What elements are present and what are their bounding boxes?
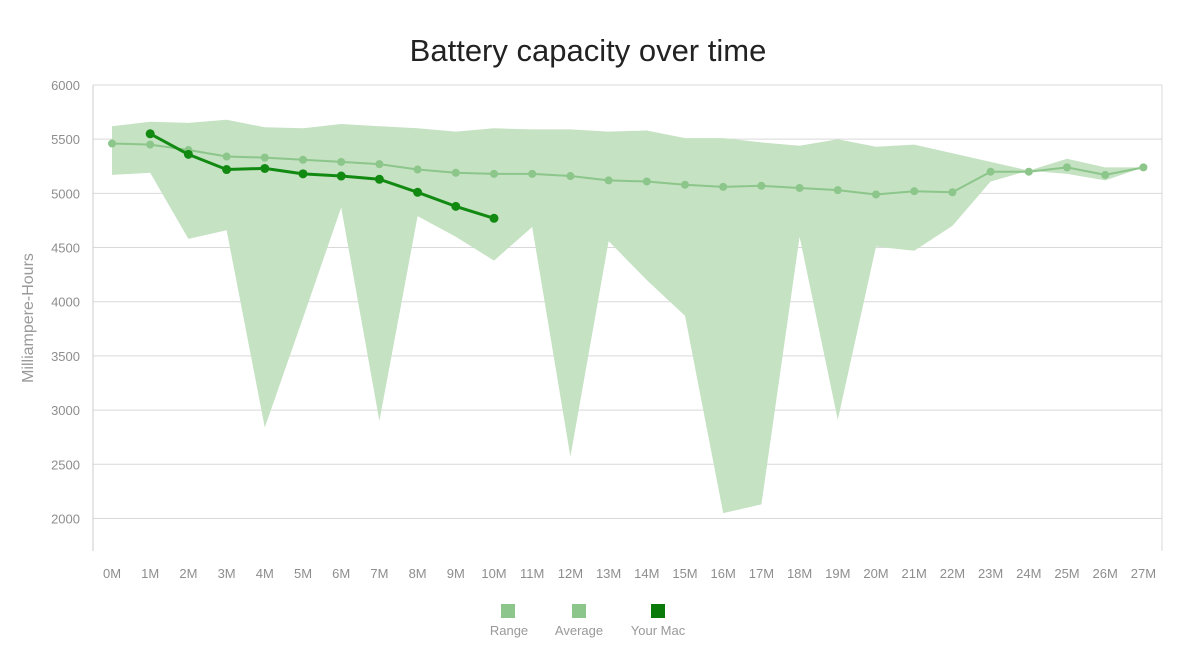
x-tick-1M: 1M <box>141 566 159 581</box>
x-tick-5M: 5M <box>294 566 312 581</box>
average-point-17M <box>757 181 766 190</box>
legend-label-your-mac: Your Mac <box>631 623 686 638</box>
legend-swatch-range <box>501 604 515 618</box>
average-point-5M <box>299 155 307 164</box>
your-mac-point-7M <box>374 174 384 184</box>
x-tick-10M: 10M <box>481 566 506 581</box>
average-point-14M <box>642 177 651 186</box>
average-point-4M <box>260 153 269 162</box>
average-point-8M <box>413 165 422 174</box>
x-tick-22M: 22M <box>940 566 965 581</box>
average-point-11M <box>528 169 537 178</box>
y-tick-3000: 3000 <box>51 403 80 418</box>
average-point-25M <box>1063 163 1071 172</box>
y-tick-4500: 4500 <box>51 241 80 256</box>
your-mac-point-2M <box>183 149 193 159</box>
your-mac-series <box>145 129 499 223</box>
average-point-27M <box>1139 163 1148 172</box>
legend-swatch-your-mac <box>651 604 665 618</box>
average-point-0M <box>108 139 116 148</box>
y-axis-label: Milliampere-Hours <box>20 253 37 383</box>
x-tick-14M: 14M <box>634 566 659 581</box>
your-mac-point-10M <box>489 213 499 223</box>
x-tick-2M: 2M <box>179 566 197 581</box>
y-tick-3500: 3500 <box>51 349 80 364</box>
x-tick-4M: 4M <box>256 566 274 581</box>
average-point-24M <box>1024 167 1033 176</box>
chart-title: Battery capacity over time <box>410 33 767 68</box>
average-line <box>111 142 1145 196</box>
x-tick-7M: 7M <box>370 566 388 581</box>
average-point-20M <box>872 190 880 199</box>
your-mac-point-6M <box>336 171 346 181</box>
range-area <box>112 119 1144 514</box>
your-mac-point-3M <box>222 165 232 175</box>
y-tick-4000: 4000 <box>51 295 80 310</box>
legend-label-range: Range <box>490 623 528 638</box>
legend: Range Average Your Mac <box>490 604 686 638</box>
x-tick-17M: 17M <box>749 566 774 581</box>
x-tick-18M: 18M <box>787 566 812 581</box>
average-point-23M <box>986 167 995 176</box>
average-point-3M <box>222 152 231 161</box>
average-point-9M <box>451 168 460 177</box>
y-tick-5000: 5000 <box>51 186 80 201</box>
range-band <box>112 119 1144 514</box>
x-tick-27M: 27M <box>1131 566 1156 581</box>
your-mac-point-4M <box>260 163 270 173</box>
legend-swatch-average <box>572 604 586 618</box>
x-tick-25M: 25M <box>1054 566 1079 581</box>
x-tick-6M: 6M <box>332 566 350 581</box>
x-tick-19M: 19M <box>825 566 850 581</box>
x-tick-13M: 13M <box>596 566 621 581</box>
x-tick-21M: 21M <box>902 566 927 581</box>
x-tick-11M: 11M <box>520 566 544 581</box>
average-point-6M <box>337 157 346 166</box>
x-tick-24M: 24M <box>1016 566 1041 581</box>
average-point-13M <box>604 176 613 185</box>
y-tick-2000: 2000 <box>51 511 80 526</box>
x-tick-15M: 15M <box>672 566 697 581</box>
y-tick-5500: 5500 <box>51 132 80 147</box>
x-tick-9M: 9M <box>447 566 465 581</box>
x-tick-23M: 23M <box>978 566 1003 581</box>
average-point-10M <box>490 169 498 178</box>
average-point-1M <box>146 140 155 149</box>
x-tick-26M: 26M <box>1093 566 1118 581</box>
average-series <box>108 139 1148 199</box>
your-mac-point-5M <box>298 169 308 179</box>
average-point-26M <box>1101 170 1110 179</box>
y-tick-2500: 2500 <box>51 457 80 472</box>
average-point-22M <box>948 188 957 197</box>
average-point-16M <box>719 182 728 191</box>
x-tick-labels: 0M 1M 2M 3M 4M 5M 6M 7M 8M 9M 10M 11M 12M 13M 14M 15M 16… <box>103 566 1156 581</box>
your-mac-point-9M <box>451 201 461 211</box>
average-point-15M <box>681 180 689 189</box>
x-tick-0M: 0M <box>103 566 121 581</box>
legend-label-average: Average <box>555 623 603 638</box>
x-tick-16M: 16M <box>711 566 736 581</box>
average-point-18M <box>795 183 804 192</box>
your-mac-point-1M <box>145 129 155 139</box>
plot-frame <box>92 85 1163 551</box>
y-tick-labels: 2000 2500 3000 3500 4000 4500 5000 5500 6000 <box>51 78 80 526</box>
x-tick-8M: 8M <box>409 566 427 581</box>
x-tick-12M: 12M <box>558 566 583 581</box>
x-tick-3M: 3M <box>218 566 236 581</box>
average-point-21M <box>910 187 919 196</box>
average-point-12M <box>566 172 575 181</box>
your-mac-line <box>148 132 496 220</box>
average-point-19M <box>833 186 842 195</box>
average-point-7M <box>375 160 384 169</box>
y-tick-6000: 6000 <box>51 78 80 93</box>
x-tick-20M: 20M <box>863 566 888 581</box>
your-mac-point-8M <box>413 187 423 197</box>
